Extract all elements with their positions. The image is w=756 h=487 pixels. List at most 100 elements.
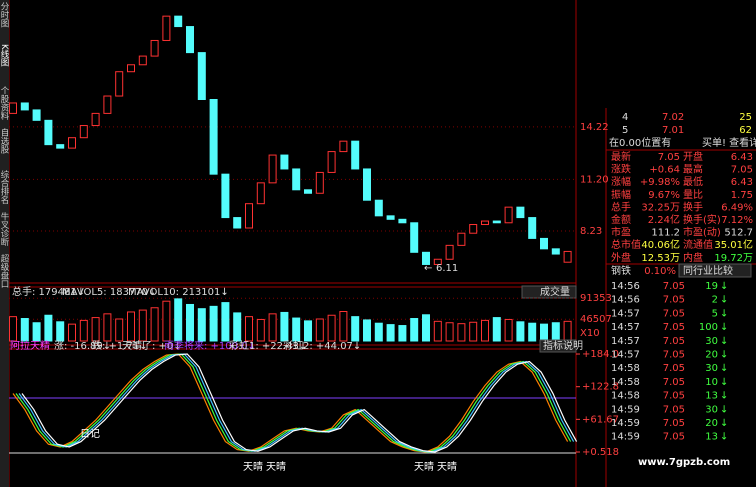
- volume-bar: [386, 324, 395, 342]
- volume-selector[interactable]: 成交量: [540, 285, 570, 298]
- indicator-label: 天晴: [266, 460, 286, 473]
- trade-arrow: ↓: [720, 336, 728, 347]
- button-box[interactable]: [539, 339, 577, 353]
- candle: [150, 39, 159, 57]
- candle: [433, 258, 442, 265]
- volume-bar: [339, 310, 348, 342]
- volume-header: MAVOL10: 213101↓: [128, 287, 229, 298]
- candle: [174, 15, 183, 28]
- trade-price: 7.05: [663, 404, 685, 415]
- industry-compare[interactable]: 同行业比较: [683, 264, 733, 277]
- volume-bar: [221, 302, 230, 342]
- candle: [256, 182, 265, 205]
- indicator-tick: +0.518: [582, 447, 619, 458]
- candle: [280, 154, 289, 170]
- notice: 在0.00位置有: [609, 136, 671, 149]
- trade-time: 14:57: [611, 308, 640, 319]
- volume-bar: [127, 311, 135, 342]
- volume-bar: [374, 322, 383, 342]
- quote-value: 19.72万: [714, 253, 753, 264]
- indicator-line: [21, 353, 578, 453]
- quote-value: +0.64: [649, 165, 680, 176]
- sidebar-tab[interactable]: 综合排名: [0, 169, 9, 205]
- quote-label: 换手: [683, 200, 703, 213]
- sidebar-tab[interactable]: K线图: [0, 44, 9, 68]
- indicator-label: 天晴: [437, 460, 457, 473]
- candle: [504, 206, 513, 224]
- quote-label: 涨跌: [611, 163, 631, 176]
- candle: [457, 232, 466, 246]
- volume-bar: [327, 314, 336, 342]
- sidebar-tab[interactable]: 超级盘口: [0, 253, 9, 288]
- quote-value: 32.25万: [641, 202, 680, 213]
- quote-value: 7.05: [731, 165, 753, 176]
- trade-time: 14:58: [611, 391, 640, 402]
- indicator-header: 彩虹1: +22.43↓: [229, 340, 307, 352]
- volume-bar: [422, 314, 430, 342]
- price-tick: 8.23: [580, 226, 602, 237]
- candle: [339, 140, 348, 153]
- trade-time: 14:59: [611, 404, 640, 415]
- candle: [363, 168, 371, 201]
- volume-bar: [292, 317, 301, 342]
- indicator-line: [18, 353, 575, 453]
- volume-bar: [410, 318, 419, 342]
- volume-bar: [79, 319, 88, 342]
- trade-arrow: ↓: [720, 404, 728, 415]
- volume-bar: [528, 322, 537, 342]
- candle: [422, 251, 430, 265]
- volume-bar: [551, 322, 560, 342]
- quote-label: 流通值: [683, 238, 713, 251]
- volume-bar: [540, 323, 548, 342]
- trade-time: 14:59: [611, 418, 640, 429]
- candle: [103, 95, 112, 114]
- trade-volume: 20: [705, 418, 718, 429]
- quote-label: 涨幅: [611, 175, 631, 188]
- candle: [127, 64, 135, 73]
- candle: [245, 203, 253, 229]
- candle: [68, 137, 76, 149]
- low-arrow: ←: [424, 263, 432, 274]
- trade-arrow: ↓: [720, 322, 728, 333]
- trade-time: 14:56: [611, 281, 640, 292]
- indicator-header: 跌: +1.71↓: [92, 339, 148, 352]
- indicator-tick: +122.8: [582, 382, 619, 393]
- quote-value: 512.7: [724, 228, 753, 239]
- indicator-header: 雨季将来: +100.0↓: [164, 340, 256, 352]
- quote-label: 开盘: [683, 150, 703, 163]
- quote-value: 7.12%: [721, 215, 753, 226]
- candle: [528, 217, 537, 239]
- volume-bar: [351, 316, 360, 342]
- trade-volume: 10: [705, 377, 718, 388]
- compare-box[interactable]: [678, 263, 752, 278]
- quote-label: 换手(实): [683, 213, 721, 226]
- sidebar-tab[interactable]: 牛叉诊断: [0, 211, 9, 247]
- indicator-tick: +61.67: [582, 414, 619, 425]
- trade-arrow: ↓: [720, 308, 728, 319]
- candle: [315, 171, 324, 194]
- sidebar-tab[interactable]: 个股资料: [0, 86, 9, 121]
- volume-tick: 91353: [580, 293, 612, 304]
- trade-arrow: ↓: [720, 391, 728, 402]
- sidebar-tab[interactable]: 分时图: [0, 2, 9, 28]
- candle: [492, 220, 501, 224]
- volume-bar: [256, 318, 265, 342]
- indicator-button[interactable]: 指标说明: [543, 339, 583, 352]
- volume-bar: [315, 318, 324, 342]
- trade-price: 7.05: [663, 418, 685, 429]
- sidebar-tab[interactable]: 自选股: [0, 127, 9, 154]
- quote-label: 振幅: [611, 188, 631, 201]
- volume-bar: [9, 316, 17, 342]
- candle: [197, 52, 206, 100]
- quote-label: 最新: [611, 150, 631, 163]
- low-marker: 6.11: [436, 263, 458, 274]
- quote-label: 外盘: [611, 251, 631, 264]
- notice-link[interactable]: 买单! 查看详细: [702, 136, 756, 149]
- candle: [292, 168, 301, 191]
- indicator-line: [12, 353, 569, 453]
- trade-price: 7.05: [663, 377, 685, 388]
- quote-label: 最高: [683, 163, 703, 176]
- watermark: www.7gpzb.com: [638, 457, 730, 468]
- trade-volume: 2: [712, 295, 718, 306]
